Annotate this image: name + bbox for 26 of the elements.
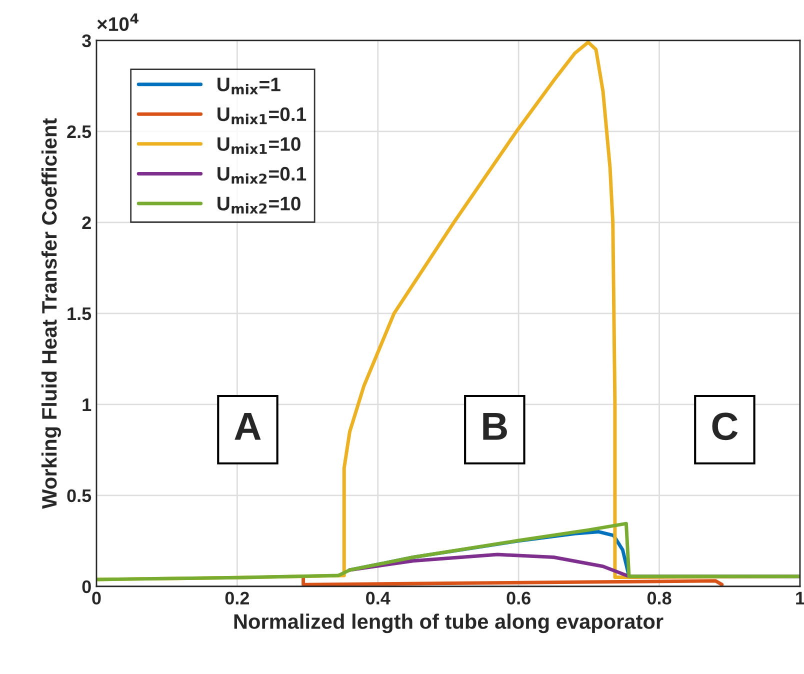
x-tick-label: 0.2 xyxy=(225,592,250,605)
annotation: C xyxy=(712,412,738,440)
y-tick-label: 2.5 xyxy=(67,125,92,138)
line-series xyxy=(302,575,724,586)
y-tick-label: 0.5 xyxy=(67,489,92,502)
text: ×10$^{4}$ xyxy=(97,13,138,32)
x-axis-title: Normalized length of tube along evaporator xyxy=(234,614,664,634)
y-tick-label: 1 xyxy=(82,398,92,411)
annotation: B xyxy=(483,412,507,440)
x-tick-label: 0.4 xyxy=(366,592,390,605)
legend-label: U$_{mix}$=1 xyxy=(218,78,280,94)
y-tick-label: 2 xyxy=(82,216,91,229)
y-axis-title: Working Fluid Heat Transfer Coefficient xyxy=(41,118,61,509)
annotation: A xyxy=(234,412,261,440)
y-tick-label: 1.5 xyxy=(68,308,92,320)
x-tick-label: 0 xyxy=(92,592,101,605)
x-tick-label: 0.6 xyxy=(506,592,530,605)
legend-label: U$_{mix1}$=0.1 xyxy=(218,107,306,124)
legend-label: U$_{mix1}$=10 xyxy=(218,137,300,154)
legend-label: U$_{mix2}$=0.1 xyxy=(218,166,306,184)
y-tick-label: 0 xyxy=(82,580,91,594)
x-tick-label: 1 xyxy=(796,592,804,604)
x-tick-label: 0.8 xyxy=(647,592,672,605)
y-tick-label: 3 xyxy=(82,34,91,48)
legend-label: U$_{mix2}$=10 xyxy=(218,196,300,214)
line-series xyxy=(96,522,800,582)
